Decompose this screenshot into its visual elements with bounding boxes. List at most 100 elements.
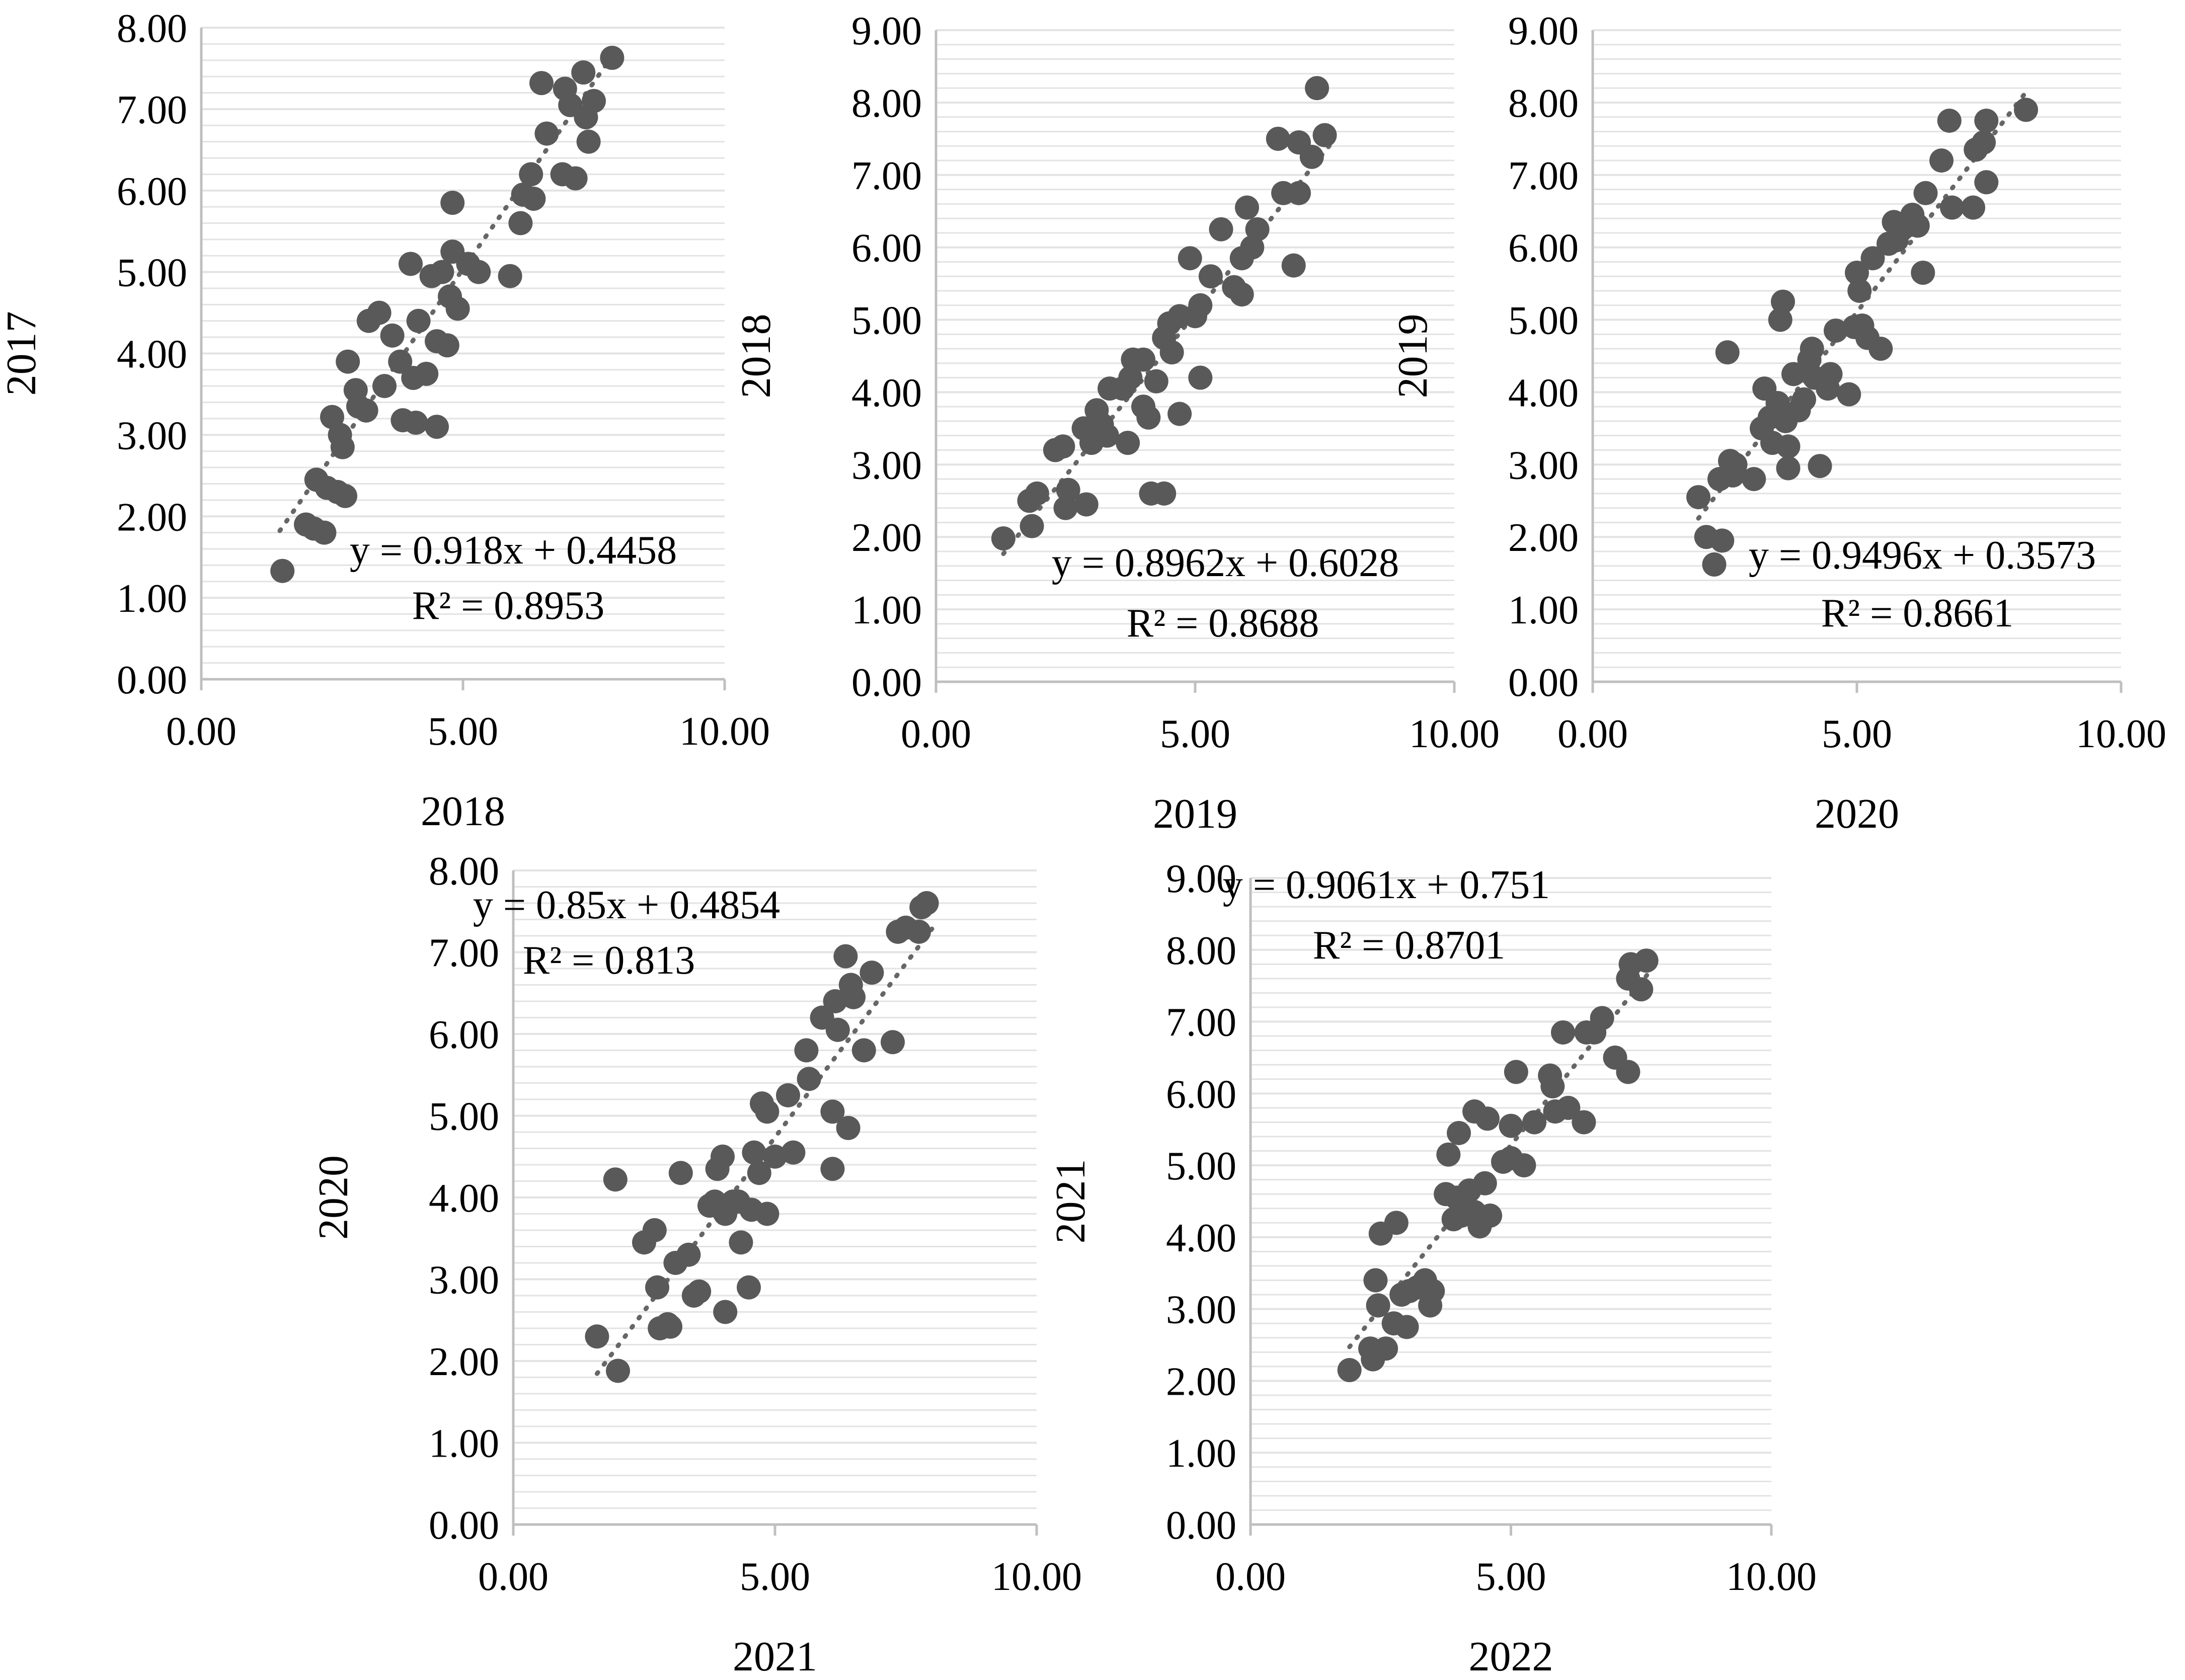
- data-point: [1478, 1204, 1503, 1228]
- data-point: [1363, 1268, 1388, 1293]
- y-tick-label: 2.00: [1166, 1359, 1236, 1404]
- data-point: [1723, 452, 1748, 477]
- data-point: [820, 1099, 845, 1124]
- data-point: [1299, 144, 1324, 169]
- y-tick-label: 9.00: [1166, 857, 1236, 901]
- data-point: [445, 296, 470, 321]
- data-point: [1025, 481, 1049, 506]
- data-point: [1136, 405, 1161, 430]
- data-point: [1572, 1110, 1596, 1135]
- scatter-chart-3: 0.00 1.00 2.00 3.00 4.00 5.00 6.00 7.00 8.00 9.00…: [1389, 9, 2166, 837]
- data-point: [833, 944, 858, 969]
- data-point: [498, 264, 522, 288]
- data-point: [1051, 434, 1075, 459]
- trendline: [1696, 90, 2028, 521]
- data-point: [354, 398, 378, 423]
- data-point: [1961, 195, 1985, 220]
- y-tick-label: 5.00: [117, 251, 187, 295]
- data-point: [1974, 108, 1999, 133]
- data-point: [742, 1140, 766, 1165]
- data-point: [425, 415, 449, 439]
- x-tick-label: 10.00: [1726, 1555, 1817, 1599]
- data-point: [836, 1115, 861, 1140]
- data-point: [330, 435, 355, 459]
- data-point: [1551, 1020, 1575, 1045]
- y-tick-label: 4.00: [1508, 371, 1579, 415]
- data-point: [399, 252, 423, 276]
- data-point: [603, 1167, 628, 1192]
- y-tick-label: 2.00: [117, 495, 187, 539]
- y-tick-label: 2.00: [1508, 516, 1579, 560]
- data-point: [1634, 948, 1659, 973]
- data-point: [737, 1275, 761, 1300]
- data-point: [1131, 347, 1155, 372]
- data-point: [1287, 181, 1311, 205]
- data-point: [1629, 977, 1654, 1002]
- data-point: [1281, 253, 1306, 278]
- data-point: [372, 374, 397, 398]
- data-point: [668, 1161, 693, 1185]
- data-point: [404, 411, 428, 435]
- data-point: [435, 333, 459, 358]
- data-point: [1781, 362, 1806, 386]
- data-point: [1245, 217, 1270, 242]
- y-tick-label: 4.00: [429, 1176, 499, 1221]
- y-tick-label: 0.00: [1508, 661, 1579, 705]
- data-point: [1421, 1278, 1445, 1303]
- x-tick-label: 10.00: [679, 709, 770, 754]
- y-tick-label: 6.00: [851, 226, 922, 271]
- y-tick-label: 0.00: [117, 658, 187, 702]
- data-point: [606, 1358, 630, 1383]
- data-point: [914, 891, 939, 915]
- data-point: [776, 1083, 800, 1107]
- data-point: [711, 1144, 735, 1169]
- data-point: [1118, 365, 1143, 390]
- data-point: [430, 260, 454, 284]
- x-tick-label: 0.00: [1557, 712, 1628, 756]
- y-tick-label: 5.00: [851, 299, 922, 343]
- y-tick-label: 8.00: [1166, 929, 1236, 973]
- trendline-equation: y = 0.85x + 0.4854: [473, 883, 780, 927]
- data-point: [820, 1157, 845, 1181]
- data-point: [1911, 261, 1935, 285]
- data-point: [1240, 235, 1265, 260]
- data-point: [336, 349, 360, 374]
- y-tick-label: 5.00: [429, 1095, 499, 1139]
- data-point: [1198, 264, 1223, 289]
- data-point: [1940, 195, 1964, 220]
- y-tick-label: 5.00: [1508, 299, 1579, 343]
- y-tick-label: 6.00: [429, 1013, 499, 1057]
- data-point: [2014, 98, 2038, 122]
- trendline-equation: y = 0.918x + 0.4458: [350, 528, 677, 573]
- data-point: [1074, 492, 1099, 517]
- x-axis-title: 2020: [1815, 790, 1899, 837]
- y-axis-title: 2021: [1047, 1159, 1094, 1244]
- data-point: [729, 1230, 753, 1255]
- data-point: [907, 919, 931, 944]
- y-tick-label: 1.00: [851, 588, 922, 632]
- data-point: [1715, 340, 1740, 365]
- data-point: [1686, 485, 1710, 510]
- data-point: [519, 162, 543, 187]
- data-point: [645, 1275, 669, 1300]
- data-point: [823, 989, 847, 1013]
- y-tick-label: 7.00: [429, 931, 499, 976]
- y-tick-label: 6.00: [1166, 1072, 1236, 1116]
- data-point: [1710, 528, 1735, 553]
- data-point: [1337, 1358, 1362, 1383]
- y-tick-label: 7.00: [1166, 1001, 1236, 1045]
- data-point: [508, 211, 533, 235]
- data-point: [529, 71, 554, 96]
- data-point: [676, 1242, 701, 1267]
- data-point: [747, 1161, 771, 1185]
- y-tick-label: 3.00: [851, 443, 922, 488]
- data-point: [1616, 1060, 1641, 1084]
- x-axis-title: 2018: [421, 788, 505, 835]
- y-tick-label: 0.00: [429, 1503, 499, 1548]
- data-point: [333, 484, 357, 508]
- y-tick-label: 0.00: [851, 661, 922, 705]
- data-point: [571, 60, 596, 85]
- y-tick-label: 7.00: [117, 88, 187, 132]
- y-tick-label: 5.00: [1166, 1144, 1236, 1188]
